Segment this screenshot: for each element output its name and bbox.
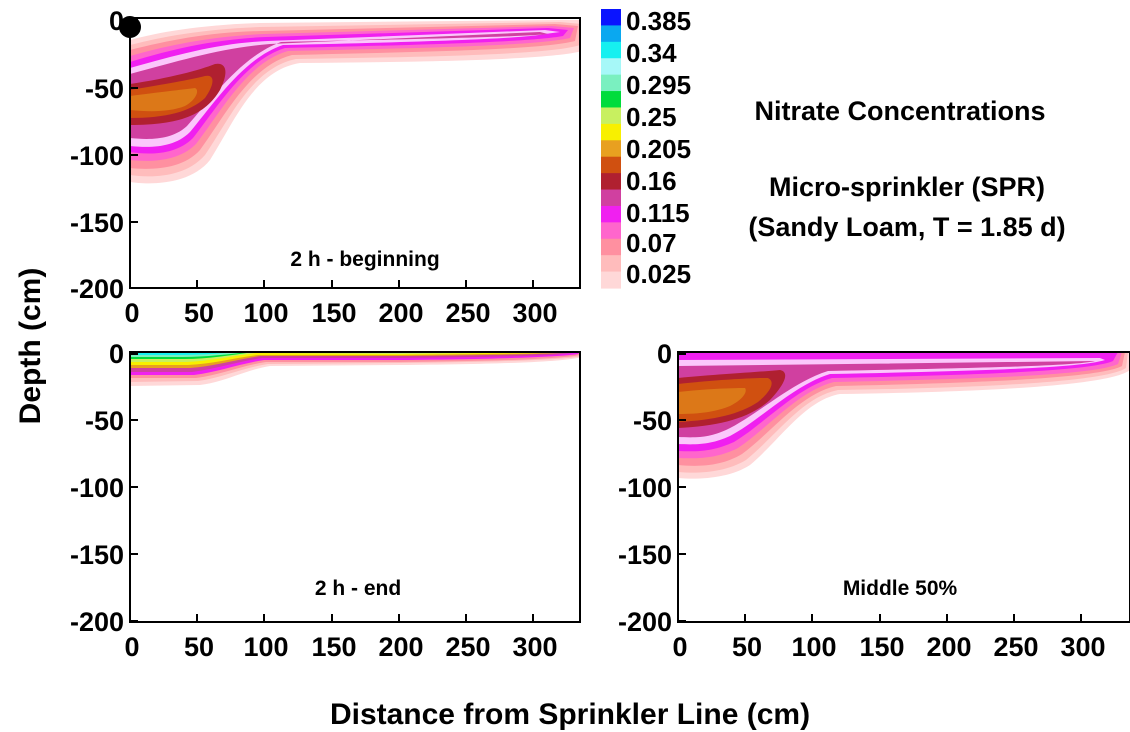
x-tick-label: 200 (378, 632, 423, 662)
y-ticks (678, 353, 686, 622)
x-tick-label: 250 (993, 632, 1038, 662)
x-tick-label: 0 (124, 298, 139, 328)
y-tick-label: -150 (70, 540, 124, 570)
x-axis-title: Distance from Sprinkler Line (cm) (330, 698, 810, 731)
legend-swatch (601, 58, 621, 76)
panel-label: Middle 50% (843, 577, 958, 600)
contour-band (130, 352, 560, 359)
panel-middle: 0 -50 -100 -150 -200 0 50 100 150 200 25… (618, 339, 1130, 662)
legend-swatch (601, 156, 621, 174)
x-tick-label: 150 (859, 632, 904, 662)
panel-end: 0 -50 -100 -150 -200 0 50 100 150 200 25… (70, 339, 581, 662)
legend-swatch (601, 255, 621, 273)
x-tick-label: 150 (311, 632, 356, 662)
legend-swatch (601, 238, 621, 256)
legend-swatch (601, 9, 621, 27)
y-tick-label: -100 (618, 473, 672, 503)
x-tick-labels: 0 50 100 150 200 250 300 (124, 632, 557, 662)
x-tick-label: 50 (184, 298, 214, 328)
y-axis-title: Depth (cm) (14, 268, 47, 425)
contour-band (678, 388, 746, 414)
y-tick-label: -200 (70, 274, 124, 304)
contour-band (130, 352, 568, 362)
x-tick-label: 0 (672, 632, 687, 662)
contour-band (130, 88, 198, 112)
legend-swatch (601, 222, 621, 240)
x-tick-label: 0 (124, 632, 139, 662)
x-tick-labels: 0 50 100 150 200 250 300 (672, 632, 1105, 662)
legend-swatch (601, 205, 621, 223)
contour-field-end (130, 352, 580, 386)
y-tick-label: -200 (70, 607, 124, 637)
legend-label: 0.07 (626, 228, 677, 258)
panel-label: 2 h - beginning (290, 248, 439, 271)
contour-band (130, 32, 548, 139)
legend-swatch (601, 41, 621, 59)
legend-swatch (601, 140, 621, 158)
y-tick-label: -50 (85, 406, 124, 436)
x-tick-label: 250 (445, 632, 490, 662)
x-tick-label: 100 (791, 632, 836, 662)
x-ticks (129, 614, 534, 622)
y-tick-label: -150 (618, 540, 672, 570)
x-tick-label: 100 (243, 298, 288, 328)
x-tick-label: 150 (311, 298, 356, 328)
x-tick-labels: 0 50 100 150 200 250 300 (124, 298, 557, 328)
y-tick-label: -50 (85, 74, 124, 104)
legend-label: 0.025 (626, 259, 691, 289)
legend-swatch (601, 107, 621, 125)
legend-swatch (601, 173, 621, 191)
x-ticks (129, 280, 534, 288)
legend-label: 0.115 (626, 198, 690, 228)
figure-subtitle-line2: (Sandy Loam, T = 1.85 d) (748, 212, 1065, 242)
x-tick-label: 50 (732, 632, 762, 662)
legend-swatch (601, 189, 621, 207)
y-tick-label: -100 (70, 473, 124, 503)
y-tick-labels: 0 -50 -100 -150 -200 (70, 339, 124, 637)
y-tick-labels: 0 -50 -100 -150 -200 (70, 6, 124, 304)
legend-label: 0.16 (626, 166, 677, 196)
figure-subtitle-line1: Micro-sprinkler (SPR) (769, 172, 1045, 202)
contour-field-beginning (130, 20, 580, 184)
legend-label: 0.25 (626, 102, 677, 132)
figure-title: Nitrate Concentrations (754, 96, 1045, 126)
legend-label: 0.205 (626, 134, 691, 164)
legend-labels: 0.385 0.34 0.295 0.25 0.205 0.16 0.115 0… (626, 6, 691, 289)
y-tick-label: 0 (109, 339, 124, 369)
y-ticks (130, 19, 138, 289)
emitter-marker (119, 16, 141, 38)
legend-swatch (601, 123, 621, 141)
x-tick-label: 100 (243, 632, 288, 662)
legend-swatches (601, 9, 621, 289)
x-tick-label: 200 (378, 298, 423, 328)
legend-swatch (601, 91, 621, 109)
y-tick-label: -200 (618, 607, 672, 637)
x-tick-label: 300 (512, 298, 557, 328)
legend-swatch (601, 271, 621, 289)
x-tick-label: 50 (184, 632, 214, 662)
x-ticks (677, 614, 1082, 622)
y-ticks (130, 353, 138, 622)
panel-label: 2 h - end (315, 577, 401, 600)
y-tick-labels: 0 -50 -100 -150 -200 (618, 339, 672, 637)
x-tick-label: 250 (445, 298, 490, 328)
plot-frame (129, 17, 581, 289)
legend-swatch (601, 74, 621, 92)
legend-label: 0.295 (626, 70, 691, 100)
x-tick-label: 300 (1060, 632, 1105, 662)
legend-label: 0.34 (626, 38, 677, 68)
x-tick-label: 300 (512, 632, 557, 662)
color-legend: 0.385 0.34 0.295 0.25 0.205 0.16 0.115 0… (601, 6, 691, 289)
x-tick-label: 200 (926, 632, 971, 662)
y-tick-label: -100 (70, 141, 124, 171)
y-tick-label: -50 (633, 406, 672, 436)
y-tick-label: 0 (657, 339, 672, 369)
panel-beginning: 0 -50 -100 -150 -200 0 50 100 150 200 25… (70, 6, 581, 328)
legend-label: 0.385 (626, 6, 691, 36)
y-tick-label: -150 (70, 208, 124, 238)
legend-swatch (601, 25, 621, 43)
contour-field-middle (678, 352, 1130, 479)
